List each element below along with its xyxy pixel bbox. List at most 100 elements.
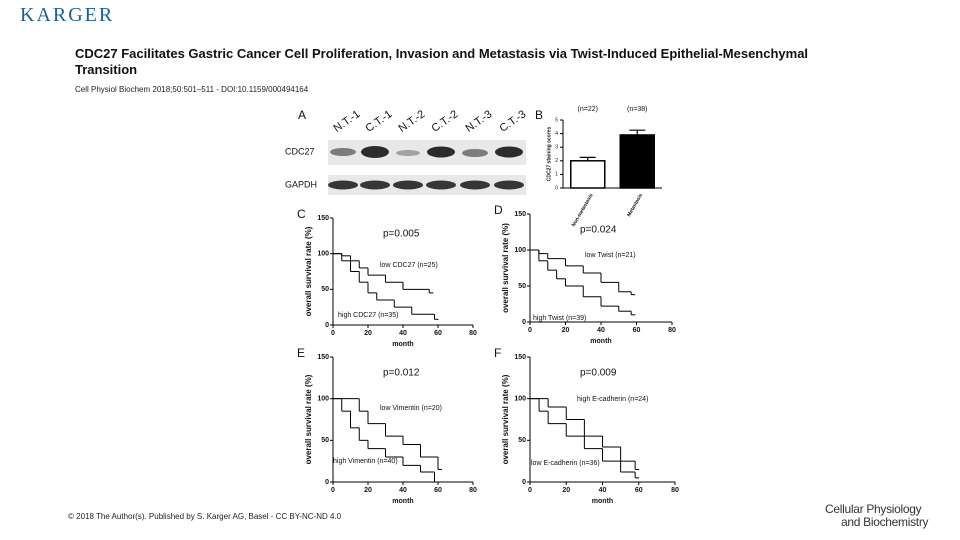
band (426, 180, 456, 190)
y-tick-label: 50 (321, 437, 329, 444)
lane-label: C.T.-3 (498, 108, 529, 135)
x-tick-label: Non-metastasis (571, 192, 595, 227)
x-tick-label: 80 (469, 487, 477, 494)
bar (619, 134, 655, 189)
x-axis-label: month (590, 338, 611, 345)
annotation: p=0.009 (580, 368, 617, 379)
slide-title: CDC27 Facilitates Gastric Cancer Cell Pr… (75, 46, 809, 77)
series-label: high Vimentin (n=40) (333, 458, 398, 465)
blot-panel: A (298, 108, 526, 195)
y-tick-label: 0 (522, 479, 526, 486)
y-tick-label: 4 (555, 131, 558, 137)
y-axis-label: overall survival rate (%) (304, 226, 313, 316)
panel-label: A (298, 108, 306, 122)
y-tick-label: 150 (514, 211, 526, 218)
row-label: CDC27 (285, 146, 315, 156)
series-label: low Twist (n=21) (585, 252, 636, 259)
band (396, 150, 420, 156)
x-tick-label: 20 (364, 487, 372, 494)
annotation: (n=38) (627, 106, 647, 113)
series-label: high E-cadherin (n=24) (577, 396, 648, 403)
band (460, 180, 490, 190)
y-tick-label: 1 (555, 172, 558, 178)
panel-label: D (494, 203, 503, 217)
series-label: low CDC27 (n=25) (380, 262, 438, 269)
x-tick-label: 40 (399, 330, 407, 337)
lane-label: C.T.-1 (364, 108, 395, 135)
series-label: low Vimentin (n=20) (380, 405, 442, 412)
footer: © 2018 The Author(s). Published by S. Ka… (68, 512, 342, 521)
panel-label: F (494, 346, 501, 360)
y-axis-label: overall survival rate (%) (304, 374, 313, 464)
band (360, 180, 390, 190)
y-axis-label: CDC27 staining scores (546, 127, 552, 182)
x-tick-label: 80 (469, 330, 477, 337)
y-tick-label: 3 (555, 145, 558, 151)
y-tick-label: 100 (317, 251, 329, 258)
x-tick-label: 0 (528, 327, 532, 334)
annotation: p=0.012 (383, 368, 420, 379)
y-tick-label: 150 (317, 215, 329, 222)
band (495, 146, 523, 158)
x-axis-label: month (592, 498, 613, 505)
x-tick-label: 20 (562, 327, 570, 334)
y-axis-label: overall survival rate (%) (501, 223, 510, 313)
band (427, 146, 455, 158)
annotation: (n=22) (578, 106, 598, 113)
band (361, 146, 389, 158)
lane-label: N.T.-1 (332, 108, 363, 135)
y-axis-label: overall survival rate (%) (501, 374, 510, 464)
annotation: p=0.005 (383, 229, 420, 240)
lane-label: C.T.-2 (430, 108, 461, 135)
logo: KARGER (20, 4, 115, 26)
bar (570, 160, 606, 189)
y-tick-label: 0 (555, 185, 558, 191)
blot-strip (328, 140, 526, 165)
x-tick-label: 0 (331, 330, 335, 337)
x-tick-label: 80 (668, 327, 676, 334)
citation: Cell Physiol Biochem 2018;50:501–511 - D… (75, 85, 309, 94)
x-axis-label: month (392, 341, 413, 348)
lane-label: N.T.-3 (464, 108, 495, 135)
y-tick-label: 100 (317, 396, 329, 403)
journal-line: and Biochemistry (841, 515, 929, 529)
x-tick-label: 20 (364, 330, 372, 337)
blot-bands (328, 146, 524, 190)
x-axis-label: month (392, 498, 413, 505)
band (330, 148, 356, 156)
y-tick-label: 0 (522, 319, 526, 326)
band (393, 180, 423, 190)
y-tick-label: 0 (325, 479, 329, 486)
panel-label: C (297, 207, 306, 221)
journal-name: Cellular Physiology and Biochemistry (825, 502, 929, 529)
lane-label: N.T.-2 (397, 108, 428, 135)
x-tick-label: 40 (597, 327, 605, 334)
y-tick-label: 0 (325, 322, 329, 329)
y-tick-label: 50 (321, 286, 329, 293)
x-tick-label: 60 (635, 487, 643, 494)
series-label: high Twist (n=39) (533, 315, 586, 322)
band (462, 149, 488, 157)
x-tick-label: 40 (399, 487, 407, 494)
x-tick-label: 40 (599, 487, 607, 494)
series-label: high CDC27 (n=35) (338, 312, 399, 319)
x-tick-label: 60 (434, 330, 442, 337)
row-label: GAPDH (285, 179, 317, 189)
annotation: p=0.024 (580, 225, 617, 236)
x-tick-label: 80 (671, 487, 679, 494)
y-tick-label: 2 (555, 158, 558, 164)
y-tick-label: 150 (317, 354, 329, 361)
panel-label: B (535, 108, 543, 122)
x-tick-label: 60 (434, 487, 442, 494)
x-tick-label: 0 (331, 487, 335, 494)
y-tick-label: 50 (518, 283, 526, 290)
journal-line: Cellular Physiology (825, 502, 922, 516)
panel-label: E (297, 346, 305, 360)
x-tick-label: 20 (562, 487, 570, 494)
x-tick-label: 60 (633, 327, 641, 334)
series-label: low E-cadherin (n=36) (531, 460, 600, 467)
x-tick-label: 0 (528, 487, 532, 494)
x-tick-label: Metastasis (626, 192, 644, 217)
